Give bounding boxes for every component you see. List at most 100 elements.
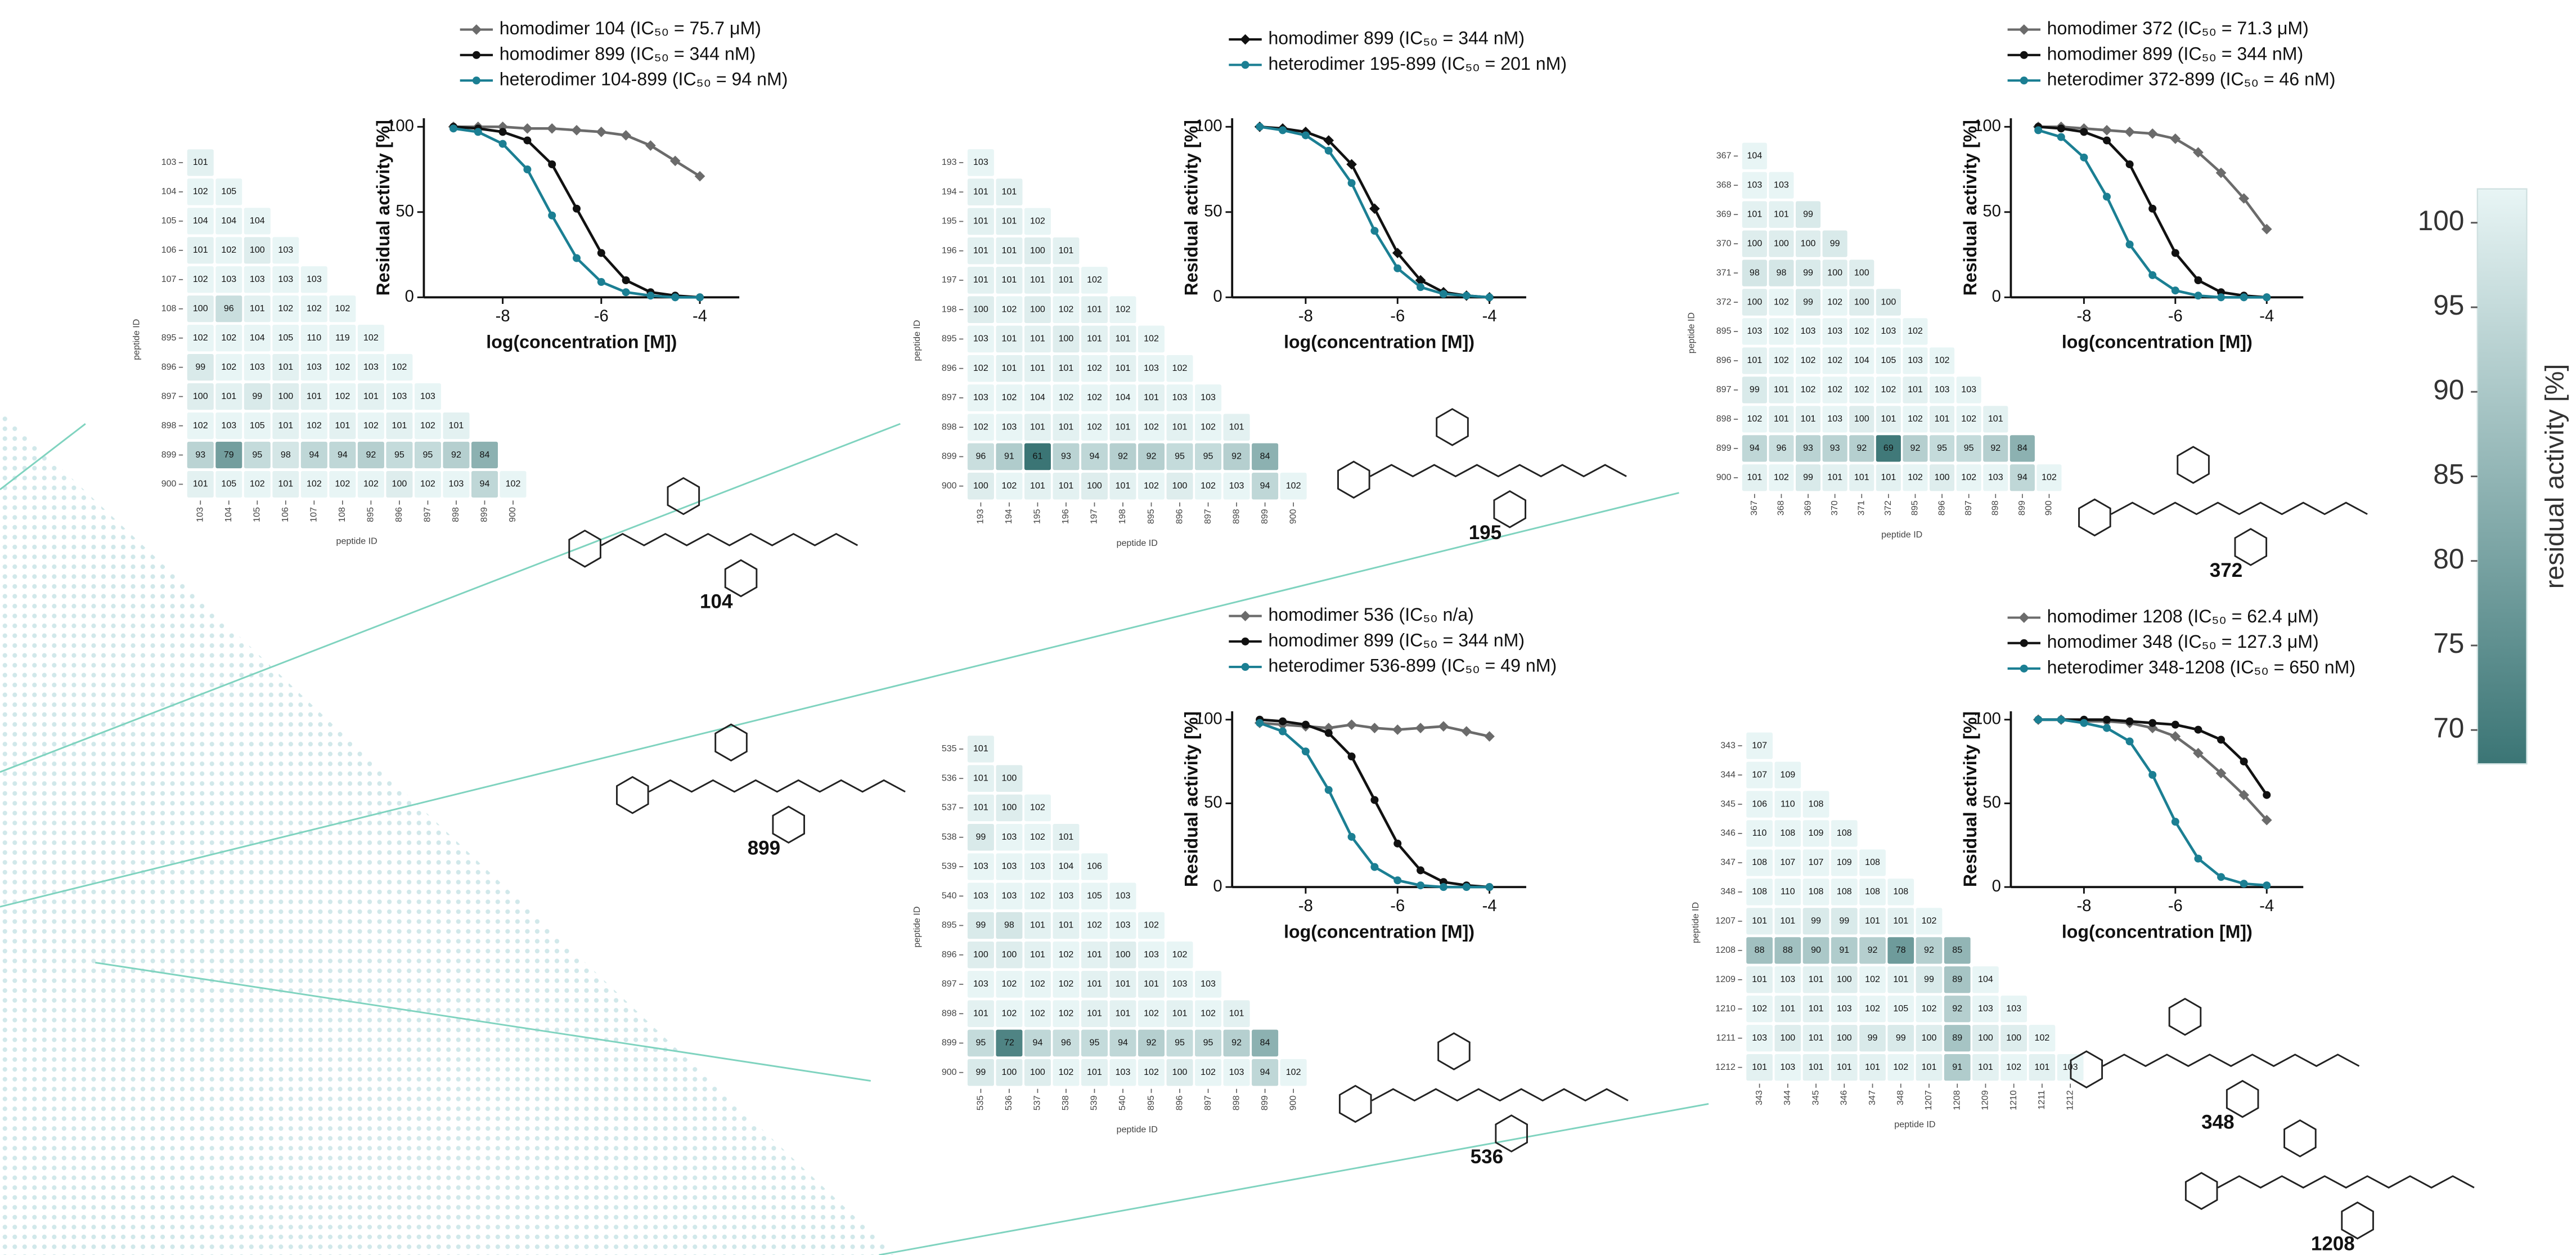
- cell-label: 101: [1809, 1062, 1824, 1072]
- col-label: 371: [1856, 500, 1866, 516]
- cell-label: 101: [1881, 472, 1896, 482]
- cell-label: 101: [221, 391, 236, 401]
- cell-label: 101: [1172, 1008, 1188, 1018]
- marker: [1279, 718, 1287, 725]
- marker: [522, 123, 533, 134]
- cell-label: 103: [1229, 481, 1244, 491]
- col-label: 896: [1174, 509, 1184, 524]
- cell-label: 100: [250, 245, 265, 255]
- y-axis-label: peptide ID: [1687, 312, 1697, 353]
- cell-label: 92: [1924, 945, 1934, 955]
- cell-label: 96: [975, 451, 986, 461]
- marker: [1415, 723, 1426, 733]
- row-label: 108: [161, 303, 177, 313]
- marker: [1302, 131, 1310, 139]
- col-label: 197: [1089, 509, 1099, 524]
- cell-label: 100: [1172, 1067, 1188, 1077]
- cell-label: 103: [2006, 1003, 2021, 1014]
- marker: [597, 278, 605, 286]
- x-tick-label: -8: [1298, 897, 1313, 915]
- marker: [2148, 719, 2156, 727]
- x-tick-label: -8: [496, 307, 510, 325]
- cell-label: 101: [1774, 384, 1789, 395]
- col-label: 895: [366, 507, 376, 522]
- cell-label: 101: [1059, 363, 1074, 373]
- cell-label: 100: [973, 304, 988, 314]
- cell-label: 101: [1780, 1003, 1795, 1014]
- cell-label: 101: [1978, 1062, 1993, 1072]
- legend-marker: [2018, 612, 2029, 623]
- structure-ring: [2178, 447, 2209, 483]
- cell-label: 93: [1830, 443, 1840, 453]
- structure-ring: [1496, 1115, 1527, 1151]
- cell-label: 101: [1030, 275, 1045, 285]
- colorbar-tick-label: 95: [2433, 289, 2464, 321]
- cell-label: 101: [973, 275, 988, 285]
- col-label: 536: [1004, 1095, 1014, 1110]
- x-tick-label: -4: [2259, 307, 2274, 325]
- row-label: 346: [1720, 828, 1736, 838]
- colorbar-label: residual activity [%]: [2539, 364, 2569, 589]
- row-label: 538: [942, 832, 957, 842]
- cell-label: 102: [363, 333, 379, 343]
- y-axis-label: Residual activity [%]: [1960, 711, 1980, 887]
- cell-label: 102: [1747, 414, 1762, 424]
- cell-label: 103: [1747, 180, 1762, 190]
- cell-label: 100: [1881, 297, 1896, 307]
- marker: [621, 130, 631, 141]
- cell-label: 109: [1809, 828, 1824, 838]
- marker: [2172, 721, 2179, 729]
- cell-label: 99: [1839, 916, 1849, 926]
- cell-label: 104: [1854, 355, 1869, 365]
- cell-label: 101: [1229, 422, 1244, 432]
- col-label: 896: [394, 507, 404, 522]
- cell-label: 101: [1809, 974, 1824, 984]
- x-tick-label: -4: [2259, 897, 2274, 915]
- row-label: 900: [161, 479, 177, 489]
- cell-label: 103: [1908, 355, 1923, 365]
- cell-label: 103: [1059, 890, 1074, 900]
- cell-label: 101: [1988, 414, 2003, 424]
- cell-label: 95: [1964, 443, 1974, 453]
- cell-label: 101: [1893, 974, 1908, 984]
- cell-label: 95: [975, 1038, 986, 1048]
- cell-label: 102: [1059, 979, 1074, 989]
- x-tick-label: -6: [594, 307, 609, 325]
- cell-label: 101: [193, 157, 208, 167]
- cell-label: 102: [1087, 422, 1102, 432]
- cell-label: 95: [1175, 451, 1185, 461]
- y-tick-label: 0: [405, 288, 414, 306]
- marker: [2103, 137, 2111, 145]
- legend-marker: [473, 51, 480, 59]
- marker: [2148, 205, 2156, 213]
- cell-label: 102: [1774, 355, 1789, 365]
- marker: [572, 125, 582, 136]
- compound-label: 104: [700, 590, 733, 612]
- marker: [2102, 125, 2112, 136]
- cell-label: 99: [1750, 384, 1760, 395]
- cell-label: 109: [1837, 857, 1852, 867]
- marker: [2126, 737, 2134, 745]
- cell-label: 102: [1087, 363, 1102, 373]
- x-tick-label: -6: [1390, 307, 1405, 325]
- cell-label: 101: [1002, 275, 1017, 285]
- cell-label: 103: [1172, 392, 1188, 402]
- cell-label: 110: [1752, 828, 1767, 838]
- structure-chain: [2218, 1176, 2474, 1187]
- cell-label: 102: [221, 333, 236, 343]
- x-tick-label: -4: [1482, 307, 1497, 325]
- marker: [1486, 883, 1494, 891]
- cell-label: 101: [278, 362, 293, 372]
- marker: [1463, 292, 1471, 299]
- cell-label: 102: [1030, 216, 1045, 226]
- cell-label: 101: [1087, 334, 1102, 344]
- col-label: 347: [1867, 1090, 1877, 1105]
- cell-label: 102: [1922, 1003, 1937, 1014]
- legend-label: homodimer 1208 (IC₅₀ = 62.4 μM): [2047, 606, 2319, 626]
- cell-label: 102: [973, 422, 988, 432]
- cell-label: 98: [1004, 920, 1014, 930]
- legend-marker: [1242, 638, 1249, 646]
- cell-label: 101: [1059, 832, 1074, 842]
- legend-marker: [2020, 639, 2028, 647]
- row-label: 539: [942, 861, 957, 871]
